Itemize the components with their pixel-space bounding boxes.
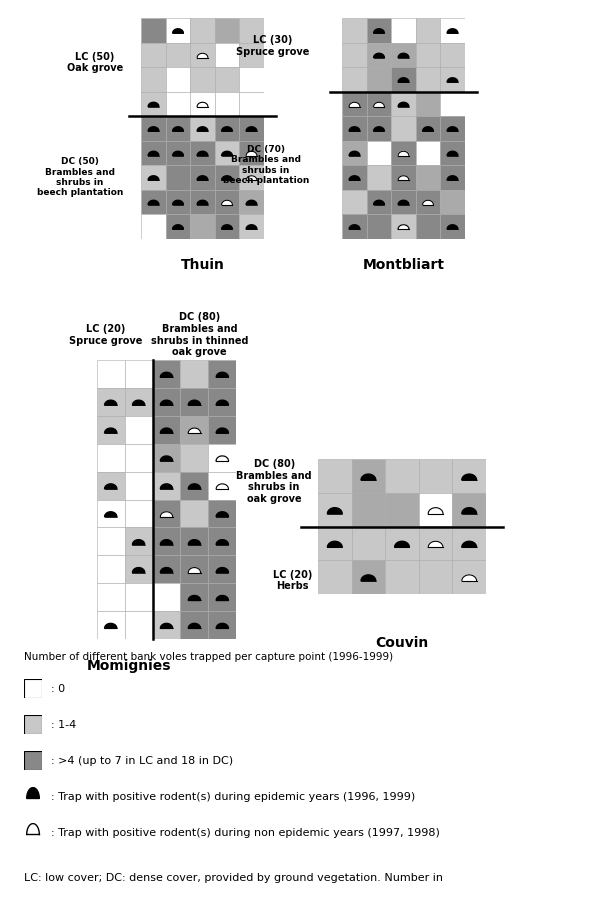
Text: DC (80)
Brambles and
shrubs in thinned
oak grove: DC (80) Brambles and shrubs in thinned o…	[151, 312, 248, 357]
Bar	[181, 472, 208, 500]
Polygon shape	[398, 176, 409, 180]
Text: : >4 (up to 7 in LC and 18 in DC): : >4 (up to 7 in LC and 18 in DC)	[51, 755, 233, 766]
Bar	[367, 140, 391, 165]
Bar	[125, 472, 152, 500]
Polygon shape	[246, 225, 257, 230]
Polygon shape	[328, 541, 342, 547]
Bar	[215, 165, 239, 190]
Bar	[440, 116, 465, 140]
Polygon shape	[104, 512, 117, 517]
Bar	[208, 527, 236, 555]
Polygon shape	[221, 225, 232, 230]
Polygon shape	[216, 512, 229, 517]
Bar	[190, 18, 215, 42]
Bar	[239, 67, 264, 92]
Text: Momignies: Momignies	[86, 659, 171, 673]
Polygon shape	[246, 176, 257, 180]
Polygon shape	[398, 151, 409, 156]
Polygon shape	[216, 484, 229, 489]
Polygon shape	[27, 788, 40, 798]
Polygon shape	[216, 400, 229, 405]
Polygon shape	[216, 540, 229, 544]
Bar	[181, 527, 208, 555]
Polygon shape	[216, 373, 229, 377]
Bar	[166, 42, 190, 67]
Bar	[367, 165, 391, 190]
Polygon shape	[374, 103, 385, 107]
Bar	[208, 583, 236, 611]
Bar	[440, 67, 465, 92]
Bar	[166, 67, 190, 92]
Bar	[190, 116, 215, 140]
Polygon shape	[374, 29, 385, 33]
Bar	[215, 140, 239, 165]
Text: : Trap with positive rodent(s) during epidemic years (1996, 1999): : Trap with positive rodent(s) during ep…	[51, 791, 415, 802]
Bar	[125, 555, 152, 583]
Bar	[208, 416, 236, 444]
Polygon shape	[462, 575, 476, 580]
Polygon shape	[197, 127, 208, 131]
Polygon shape	[422, 127, 433, 131]
Polygon shape	[349, 176, 360, 180]
Bar	[141, 42, 166, 67]
Bar	[239, 140, 264, 165]
Bar	[391, 140, 416, 165]
Polygon shape	[188, 540, 200, 544]
Bar	[97, 555, 125, 583]
Bar	[342, 92, 367, 116]
Bar	[318, 493, 352, 526]
Polygon shape	[398, 225, 409, 230]
Bar	[190, 92, 215, 116]
Bar	[342, 18, 367, 42]
Bar	[239, 190, 264, 214]
Polygon shape	[221, 176, 232, 180]
Bar	[152, 388, 181, 416]
Bar	[440, 140, 465, 165]
Bar	[208, 472, 236, 500]
Bar	[166, 190, 190, 214]
Bar	[367, 214, 391, 238]
Polygon shape	[422, 201, 433, 204]
Polygon shape	[160, 456, 173, 461]
Polygon shape	[428, 541, 443, 547]
Polygon shape	[104, 428, 117, 433]
Bar	[215, 67, 239, 92]
Bar	[440, 18, 465, 42]
Text: LC (30)
Spruce grove: LC (30) Spruce grove	[236, 35, 309, 57]
Bar	[166, 116, 190, 140]
Bar	[152, 500, 181, 527]
Text: LC (20)
Herbs: LC (20) Herbs	[272, 570, 312, 591]
Bar	[141, 18, 166, 42]
Bar	[152, 527, 181, 555]
Polygon shape	[173, 127, 184, 131]
Polygon shape	[160, 400, 173, 405]
Polygon shape	[246, 201, 257, 204]
Bar	[141, 116, 166, 140]
Bar	[152, 444, 181, 472]
Bar	[181, 360, 208, 388]
Text: Montbliart: Montbliart	[362, 258, 445, 273]
Bar	[416, 165, 440, 190]
Bar	[125, 388, 152, 416]
Bar	[342, 42, 367, 67]
Text: : 0: : 0	[51, 683, 65, 694]
Polygon shape	[197, 53, 208, 58]
Polygon shape	[447, 176, 458, 180]
Bar	[97, 500, 125, 527]
Bar	[239, 42, 264, 67]
Text: Couvin: Couvin	[376, 636, 428, 651]
Bar	[166, 165, 190, 190]
Bar	[208, 388, 236, 416]
Bar	[208, 500, 236, 527]
Bar	[440, 92, 465, 116]
Bar	[141, 165, 166, 190]
Bar	[367, 92, 391, 116]
Bar	[385, 560, 419, 594]
Bar	[181, 444, 208, 472]
Bar	[97, 444, 125, 472]
Bar	[342, 190, 367, 214]
Polygon shape	[462, 541, 476, 547]
Polygon shape	[422, 201, 433, 204]
Bar	[208, 360, 236, 388]
Bar	[181, 555, 208, 583]
